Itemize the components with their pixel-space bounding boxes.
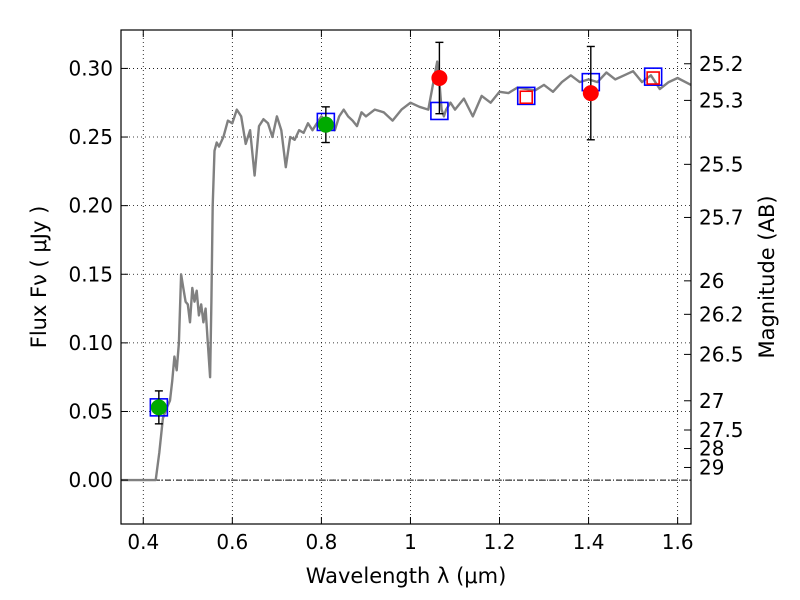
magnitude-tick-label: 25.3 — [699, 88, 744, 112]
y-tick-label: 0.20 — [68, 194, 113, 218]
magnitude-tick-label: 26.5 — [699, 342, 744, 366]
model-spectrum-line — [121, 60, 692, 482]
circle-marker — [431, 70, 448, 87]
y-axis-label: Flux Fν ( μJy ) — [27, 206, 51, 349]
magnitude-tick-label: 27 — [699, 389, 724, 413]
circle-marker — [150, 399, 167, 416]
y-tick-label: 0.00 — [68, 468, 113, 492]
y-tick-label: 0.30 — [68, 56, 113, 80]
magnitude-tick-label: 29 — [699, 455, 724, 479]
x-tick-label: 1.6 — [662, 530, 694, 554]
y-tick-label: 0.15 — [68, 262, 113, 286]
magnitude-tick-label: 26.2 — [699, 302, 744, 326]
magnitude-tick-label: 25.2 — [699, 52, 744, 76]
grid — [121, 30, 691, 524]
x-tick-label: 0.6 — [216, 530, 248, 554]
x-tick-label: 0.4 — [127, 530, 159, 554]
x-tick-label: 1 — [404, 530, 417, 554]
x-tick-label: 1.2 — [484, 530, 516, 554]
y-tick-label: 0.05 — [68, 399, 113, 423]
data-markers — [149, 41, 663, 425]
x-tick-label: 1.4 — [573, 530, 605, 554]
circle-marker — [317, 116, 334, 133]
magnitude-tick-label: 25.5 — [699, 152, 744, 176]
magnitude-tick-label: 27.5 — [699, 418, 744, 442]
plot-frame — [120, 29, 692, 525]
square-marker — [516, 86, 536, 106]
magnitude-tick-label: 26 — [699, 269, 724, 293]
magnitude-tick-label: 28 — [699, 437, 724, 461]
circle-marker — [582, 85, 599, 102]
square-marker — [643, 67, 663, 86]
y-axis-ticks: 0.00 0.05 0.10 0.15 0.20 0.25 0.30 — [68, 56, 128, 492]
y-tick-label: 0.25 — [68, 125, 113, 149]
square-marker — [519, 90, 534, 105]
x-axis-label: Wavelength λ (μm) — [306, 564, 507, 588]
x-tick-label: 0.8 — [305, 530, 337, 554]
x-axis-ticks: 0.4 0.6 0.8 1 1.2 1.4 1.6 — [127, 30, 694, 554]
square-marker — [646, 71, 660, 85]
magnitude-axis-label: Magnitude (AB) — [755, 195, 779, 358]
magnitude-tick-label: 25.7 — [699, 205, 744, 229]
y-tick-label: 0.10 — [68, 331, 113, 355]
